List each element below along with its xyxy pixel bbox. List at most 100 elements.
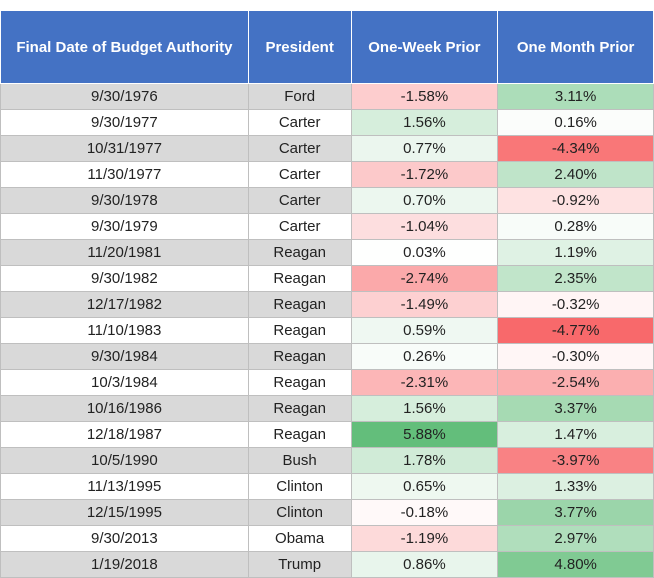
cell-one-month-prior: -0.32% [497,291,654,318]
cell-one-month-prior: 0.16% [497,109,654,136]
cell-one-week-prior: 0.77% [350,135,499,162]
cell-one-month-prior: -0.30% [497,343,654,370]
cell-one-month-prior: 2.35% [497,265,654,292]
cell-one-week-prior: -1.19% [350,525,499,552]
cell-one-week-prior: 0.59% [350,317,499,344]
cell-one-week-prior: 5.88% [350,421,499,448]
header-final-date: Final Date of Budget Authority [0,10,249,84]
table-row: 9/30/1977 Carter 1.56% 0.16% [0,109,654,136]
cell-one-week-prior: -2.31% [350,369,499,396]
cell-one-month-prior: 1.47% [497,421,654,448]
cell-final-date: 10/16/1986 [0,395,249,422]
cell-final-date: 12/18/1987 [0,421,249,448]
cell-president: Carter [247,187,352,214]
cell-president: Carter [247,161,352,188]
table-row: 9/30/1978 Carter 0.70% -0.92% [0,187,654,214]
cell-final-date: 11/30/1977 [0,161,249,188]
cell-one-month-prior: 3.11% [497,83,654,110]
table-row: 9/30/2013 Obama -1.19% 2.97% [0,525,654,552]
table-row: 11/10/1983 Reagan 0.59% -4.77% [0,317,654,344]
cell-one-month-prior: 0.28% [497,213,654,240]
cell-one-month-prior: 3.37% [497,395,654,422]
cell-president: Reagan [247,421,352,448]
cell-president: Carter [247,213,352,240]
cell-final-date: 11/20/1981 [0,239,249,266]
cell-president: Clinton [247,473,352,500]
cell-one-month-prior: 2.40% [497,161,654,188]
cell-final-date: 10/31/1977 [0,135,249,162]
cell-one-month-prior: -4.34% [497,135,654,162]
cell-one-week-prior: 0.70% [350,187,499,214]
cell-one-week-prior: -1.72% [350,161,499,188]
table-row: 10/5/1990 Bush 1.78% -3.97% [0,447,654,474]
header-one-week-prior: One-Week Prior [350,10,499,84]
cell-final-date: 10/3/1984 [0,369,249,396]
cell-president: Reagan [247,395,352,422]
cell-one-week-prior: 1.78% [350,447,499,474]
cell-one-week-prior: 1.56% [350,395,499,422]
cell-president: Clinton [247,499,352,526]
cell-final-date: 12/17/1982 [0,291,249,318]
cell-one-week-prior: 0.03% [350,239,499,266]
table-row: 12/18/1987 Reagan 5.88% 1.47% [0,421,654,448]
cell-president: Reagan [247,265,352,292]
table-row: 9/30/1982 Reagan -2.74% 2.35% [0,265,654,292]
cell-one-week-prior: -0.18% [350,499,499,526]
table-row: 9/30/1976 Ford -1.58% 3.11% [0,83,654,110]
table-row: 11/30/1977 Carter -1.72% 2.40% [0,161,654,188]
cell-final-date: 9/30/1978 [0,187,249,214]
cell-final-date: 9/30/1982 [0,265,249,292]
cell-president: Obama [247,525,352,552]
cell-one-week-prior: -1.49% [350,291,499,318]
cell-president: Reagan [247,369,352,396]
cell-president: Ford [247,83,352,110]
cell-one-week-prior: 1.56% [350,109,499,136]
header-one-month-prior: One Month Prior [497,10,654,84]
cell-final-date: 11/10/1983 [0,317,249,344]
table-row: 10/3/1984 Reagan -2.31% -2.54% [0,369,654,396]
cell-one-month-prior: 1.19% [497,239,654,266]
cell-one-month-prior: 4.80% [497,551,654,578]
cell-final-date: 11/13/1995 [0,473,249,500]
cell-president: Bush [247,447,352,474]
cell-one-month-prior: 1.33% [497,473,654,500]
cell-one-month-prior: 2.97% [497,525,654,552]
cell-president: Reagan [247,317,352,344]
cell-one-week-prior: 0.65% [350,473,499,500]
table-row: 1/19/2018 Trump 0.86% 4.80% [0,551,654,578]
cell-president: Reagan [247,343,352,370]
table-row: 10/31/1977 Carter 0.77% -4.34% [0,135,654,162]
cell-president: Reagan [247,239,352,266]
cell-one-month-prior: 3.77% [497,499,654,526]
cell-one-month-prior: -3.97% [497,447,654,474]
cell-president: Trump [247,551,352,578]
cell-president: Carter [247,135,352,162]
table-row: 11/20/1981 Reagan 0.03% 1.19% [0,239,654,266]
table-row: 10/16/1986 Reagan 1.56% 3.37% [0,395,654,422]
cell-one-week-prior: -2.74% [350,265,499,292]
cell-one-month-prior: -4.77% [497,317,654,344]
table-row: 9/30/1984 Reagan 0.26% -0.30% [0,343,654,370]
cell-one-week-prior: -1.58% [350,83,499,110]
cell-final-date: 10/5/1990 [0,447,249,474]
cell-one-week-prior: -1.04% [350,213,499,240]
table-row: 11/13/1995 Clinton 0.65% 1.33% [0,473,654,500]
table-row: 9/30/1979 Carter -1.04% 0.28% [0,213,654,240]
header-president: President [247,10,352,84]
cell-final-date: 9/30/1984 [0,343,249,370]
cell-one-month-prior: -2.54% [497,369,654,396]
cell-final-date: 9/30/1979 [0,213,249,240]
cell-final-date: 9/30/1976 [0,83,249,110]
cell-one-week-prior: 0.86% [350,551,499,578]
budget-authority-table: Final Date of Budget Authority President… [0,10,654,578]
cell-one-month-prior: -0.92% [497,187,654,214]
cell-final-date: 1/19/2018 [0,551,249,578]
header-row: Final Date of Budget Authority President… [0,10,654,84]
cell-president: Carter [247,109,352,136]
cell-final-date: 9/30/2013 [0,525,249,552]
cell-president: Reagan [247,291,352,318]
cell-final-date: 12/15/1995 [0,499,249,526]
cell-one-week-prior: 0.26% [350,343,499,370]
table-row: 12/15/1995 Clinton -0.18% 3.77% [0,499,654,526]
cell-final-date: 9/30/1977 [0,109,249,136]
